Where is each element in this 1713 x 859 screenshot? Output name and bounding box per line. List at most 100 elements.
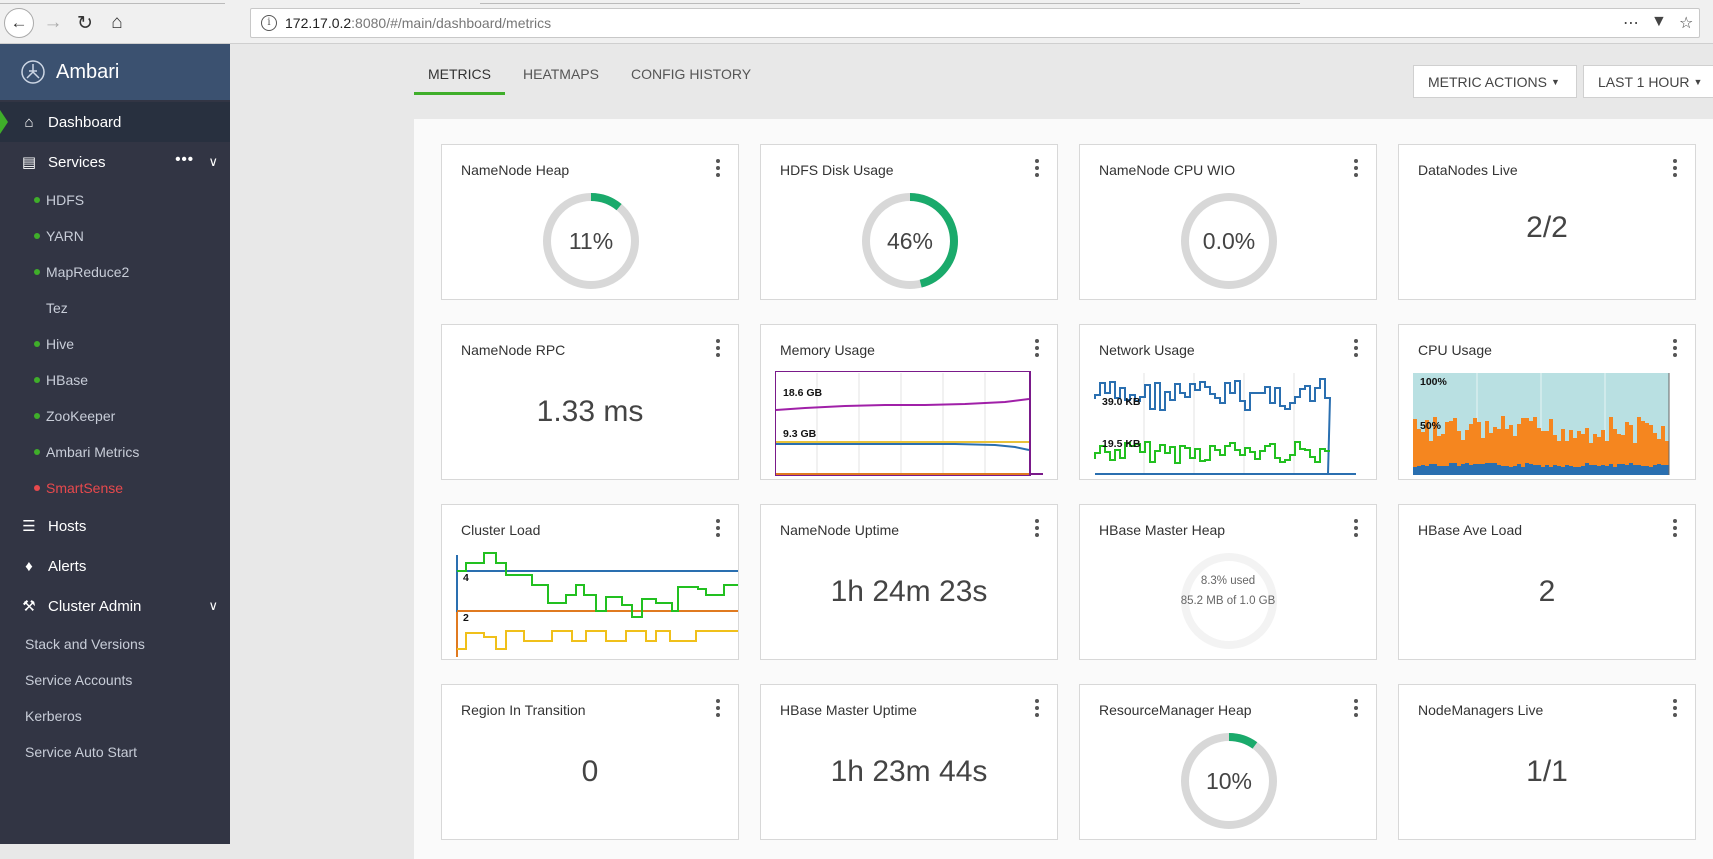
widget-hdfs-disk-usage: HDFS Disk Usage 46% xyxy=(760,144,1058,300)
pocket-icon[interactable]: ▼ xyxy=(1651,13,1667,30)
status-dot xyxy=(34,269,40,275)
cluster-load-chart: 4 2 xyxy=(456,552,738,657)
back-icon[interactable]: ← xyxy=(4,8,34,38)
widget-cpu-usage: CPU Usage 100% 50% xyxy=(1398,324,1696,480)
widget-menu-icon[interactable] xyxy=(716,159,720,177)
widget-menu-icon[interactable] xyxy=(1354,159,1358,177)
sidebar-item-service-auto-start[interactable]: Service Auto Start xyxy=(25,744,138,760)
home-icon[interactable]: ⌂ xyxy=(111,12,123,33)
widget-title: HBase Master Heap xyxy=(1099,522,1226,538)
gauge: 0.0% xyxy=(1179,191,1279,291)
sidebar-service-hdfs[interactable]: HDFS xyxy=(0,182,230,218)
sidebar-item-label: Services xyxy=(48,153,106,171)
widget-menu-icon[interactable] xyxy=(1035,159,1039,177)
widget-title: NameNode CPU WIO xyxy=(1099,162,1236,178)
widget-title: NameNode Heap xyxy=(461,162,570,178)
widget-title: CPU Usage xyxy=(1418,342,1492,358)
tab-config-history[interactable]: CONFIG HISTORY xyxy=(630,66,752,82)
widget-title: HDFS Disk Usage xyxy=(780,162,894,178)
sidebar-item-kerberos[interactable]: Kerberos xyxy=(25,708,82,724)
status-dot xyxy=(34,485,40,491)
time-range-button[interactable]: LAST 1 HOUR ▼ xyxy=(1583,65,1713,98)
sidebar-service-mapreduce2[interactable]: MapReduce2 xyxy=(0,254,230,290)
chart-label-mid: 9.3 GB xyxy=(783,428,817,440)
widget-title: Network Usage xyxy=(1099,342,1195,358)
widget-menu-icon[interactable] xyxy=(716,339,720,357)
sidebar-item-label: Alerts xyxy=(48,557,87,575)
page-actions-icon[interactable]: ⋯ xyxy=(1623,15,1639,32)
widget-menu-icon[interactable] xyxy=(716,699,720,717)
sidebar-service-hbase[interactable]: HBase xyxy=(0,362,230,398)
chart-label-high: 39.0 KB xyxy=(1102,396,1141,408)
service-label: ZooKeeper xyxy=(46,408,116,424)
bookmark-star-icon[interactable]: ☆ xyxy=(1679,15,1694,32)
service-label: Tez xyxy=(46,300,68,316)
widget-value: 1.33 ms xyxy=(536,395,644,428)
sidebar-item-services[interactable]: ▤ Services ••• ∨ xyxy=(0,142,230,182)
widget-title: NameNode RPC xyxy=(461,342,566,358)
service-label: HDFS xyxy=(46,192,85,208)
widget-title: Region In Transition xyxy=(461,702,586,718)
widget-menu-icon[interactable] xyxy=(1035,699,1039,717)
sidebar-item-alerts[interactable]: ♦ Alerts xyxy=(0,546,230,586)
widget-menu-icon[interactable] xyxy=(1673,699,1677,717)
service-label: SmartSense xyxy=(46,480,124,496)
widget-menu-icon[interactable] xyxy=(1354,339,1358,357)
widget-menu-icon[interactable] xyxy=(1673,519,1677,537)
address-bar[interactable]: i 172.17.0.2:8080/#/main/dashboard/metri… xyxy=(250,8,1700,38)
widget-menu-icon[interactable] xyxy=(1035,519,1039,537)
heap-detail: 85.2 MB of 1.0 GB xyxy=(1180,595,1276,607)
forward-icon[interactable]: → xyxy=(43,12,63,33)
widget-value: 2/2 xyxy=(1526,211,1568,244)
sidebar-item-stack-versions[interactable]: Stack and Versions xyxy=(25,636,145,652)
widget-menu-icon[interactable] xyxy=(1354,519,1358,537)
chevron-down-icon[interactable]: ∨ xyxy=(208,598,218,613)
widget-menu-icon[interactable] xyxy=(716,519,720,537)
chevron-down-icon[interactable]: ∨ xyxy=(208,154,218,169)
tab-metrics[interactable]: METRICS xyxy=(414,66,505,95)
sidebar-service-tez[interactable]: Tez xyxy=(0,290,230,326)
sidebar-item-dashboard[interactable]: ⌂ Dashboard xyxy=(0,102,230,142)
home-icon: ⌂ xyxy=(24,113,34,131)
chart-label-mid: 50% xyxy=(1420,420,1442,432)
tab-heatmaps[interactable]: HEATMAPS xyxy=(523,66,599,82)
metric-actions-button[interactable]: METRIC ACTIONS ▼ xyxy=(1413,65,1577,98)
gauge-value: 10% xyxy=(1205,768,1253,794)
widget-hbase-master-heap: HBase Master Heap 8.3% used 85.2 MB of 1… xyxy=(1079,504,1377,660)
sidebar-service-ambari-metrics[interactable]: Ambari Metrics xyxy=(0,434,230,470)
info-icon[interactable]: i xyxy=(261,15,277,31)
widget-value: 0 xyxy=(581,755,599,788)
widget-namenode-rpc: NameNode RPC 1.33 ms xyxy=(441,324,739,480)
sidebar-service-hive[interactable]: Hive xyxy=(0,326,230,362)
sidebar-service-zookeeper[interactable]: ZooKeeper xyxy=(0,398,230,434)
sidebar-item-hosts[interactable]: ☰ Hosts xyxy=(0,506,230,546)
service-label: Ambari Metrics xyxy=(46,444,140,460)
sidebar-service-yarn[interactable]: YARN xyxy=(0,218,230,254)
sidebar-item-label: Hosts xyxy=(48,517,87,535)
sidebar-item-cluster-admin[interactable]: ⚒ Cluster Admin ∨ xyxy=(0,586,230,626)
sidebar-service-smartsense[interactable]: SmartSense xyxy=(0,470,230,506)
widget-menu-icon[interactable] xyxy=(1673,339,1677,357)
widget-menu-icon[interactable] xyxy=(1354,699,1358,717)
url-text[interactable]: 172.17.0.2:8080/#/main/dashboard/metrics xyxy=(285,15,552,31)
chart-label-mid: 2 xyxy=(463,612,469,624)
sidebar-item-service-accounts[interactable]: Service Accounts xyxy=(25,672,133,688)
brand-header[interactable]: Ambari xyxy=(0,44,230,100)
reload-icon[interactable]: ↻ xyxy=(77,12,93,34)
widget-menu-icon[interactable] xyxy=(1035,339,1039,357)
widget-menu-icon[interactable] xyxy=(1673,159,1677,177)
gauge-value: 11% xyxy=(568,228,614,254)
more-actions-icon[interactable]: ••• xyxy=(175,151,194,168)
widget-resourcemanager-heap: ResourceManager Heap 10% xyxy=(1079,684,1377,840)
widget-cluster-load: Cluster Load 4 2 xyxy=(441,504,739,660)
widget-grid: NameNode Heap 11% HDFS Disk Usage 46% xyxy=(414,119,1713,859)
gauge: 11% xyxy=(541,191,641,291)
widget-memory-usage: Memory Usage 18.6 GB 9.3 GB xyxy=(760,324,1058,480)
heap-usage-text: 8.3% used 85.2 MB of 1.0 GB xyxy=(1080,571,1376,611)
service-label: MapReduce2 xyxy=(46,264,130,280)
gauge: 46% xyxy=(860,191,960,291)
chart-label-high: 18.6 GB xyxy=(783,387,823,399)
gauge-value: 0.0% xyxy=(1202,228,1256,254)
sidebar-item-label: Cluster Admin xyxy=(48,597,142,615)
widget-title: Memory Usage xyxy=(780,342,875,358)
